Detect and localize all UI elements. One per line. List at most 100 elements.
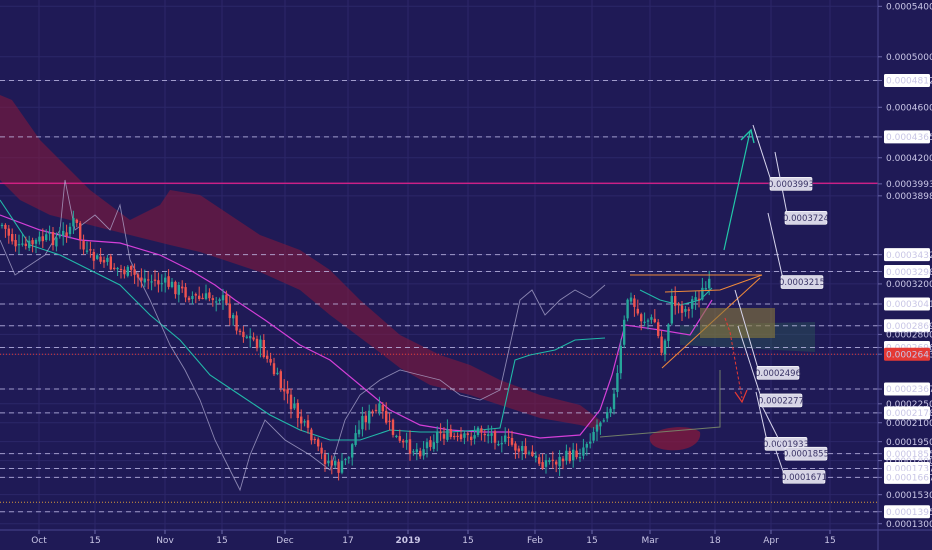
time-tick-label: 15 xyxy=(89,536,100,546)
candle-body-1 xyxy=(4,224,7,229)
price-tick-label: 0.0005400 xyxy=(886,3,932,13)
candle-body-38 xyxy=(130,266,133,270)
annotation-pointer-6 xyxy=(759,401,790,460)
annotation-box-1 xyxy=(784,211,828,225)
candle-body-120 xyxy=(408,439,412,454)
price-tick-label: 0.0003041 xyxy=(886,300,932,310)
candle-body-77 xyxy=(262,339,265,358)
candle-body-18 xyxy=(62,230,65,236)
price-tick-label: 0.0005000 xyxy=(886,53,932,63)
candle-body-208 xyxy=(708,278,711,289)
price-tick-label: 0.0004600 xyxy=(886,103,932,113)
candle-body-205 xyxy=(697,298,701,300)
candle-body-113 xyxy=(385,410,388,423)
annotation-box-3 xyxy=(756,365,800,380)
time-tick-label: 15 xyxy=(586,536,597,546)
candle-body-58 xyxy=(198,295,201,299)
annotation-pointer-4 xyxy=(737,325,765,407)
candle-body-32 xyxy=(109,256,112,270)
candle-body-151 xyxy=(514,443,517,451)
price-tick-label: 0.0001950 xyxy=(886,438,932,448)
price-tick-label: 0.0002800 xyxy=(886,331,932,341)
candle-body-169 xyxy=(575,450,578,458)
price-label-box-15 xyxy=(884,347,930,361)
candle-body-25 xyxy=(85,250,89,252)
candle-body-87 xyxy=(296,402,299,418)
price-axis[interactable]: 0.0005400 0.0005000 0.0004812 0.0004600 0.00… xyxy=(877,0,932,550)
candle-body-116 xyxy=(395,435,398,438)
candle-body-117 xyxy=(398,436,401,441)
candle-body-74 xyxy=(252,337,255,340)
candle-body-194 xyxy=(660,336,663,353)
candle-body-90 xyxy=(306,420,310,428)
price-label-box-18 xyxy=(884,406,930,420)
candle-body-46 xyxy=(157,280,160,285)
candle-body-141 xyxy=(480,428,483,433)
candle-body-105 xyxy=(357,429,361,435)
wedge-top-line xyxy=(630,274,763,293)
candle-body-192 xyxy=(653,318,656,323)
candle-body-71 xyxy=(242,331,245,338)
candle-body-26 xyxy=(89,249,92,251)
annotation-pointer-3 xyxy=(734,289,762,379)
candle-body-172 xyxy=(585,443,588,448)
candle-body-16 xyxy=(55,237,58,247)
candle-body-30 xyxy=(102,259,106,263)
candle-body-82 xyxy=(279,371,282,389)
bearish-arrow-head xyxy=(734,389,748,404)
candle-body-159 xyxy=(541,462,544,469)
annotation-label: 0.0002277 xyxy=(758,396,804,406)
candle-body-106 xyxy=(361,416,364,430)
candle-body-156 xyxy=(531,451,534,457)
candle-body-37 xyxy=(126,266,129,276)
price-tick-label: 0.0001300 xyxy=(886,520,932,530)
candle-body-127 xyxy=(432,442,435,449)
candle-body-118 xyxy=(402,440,405,443)
time-tick-label: 2019 xyxy=(395,536,420,546)
candle-body-9 xyxy=(31,240,34,245)
time-tick-label: 15 xyxy=(216,536,227,546)
candle-body-96 xyxy=(327,460,330,464)
price-tick-label: 0.0001800 xyxy=(886,457,932,467)
candle-body-123 xyxy=(419,450,422,457)
candle-body-54 xyxy=(184,287,187,298)
candle-body-40 xyxy=(136,274,140,278)
breakout-zone xyxy=(700,308,775,338)
price-tick-label: 0.0003898 xyxy=(886,192,932,202)
candle-body-198 xyxy=(674,295,677,306)
candle-body-103 xyxy=(351,444,354,458)
candle-body-5 xyxy=(17,244,21,246)
candle-body-66 xyxy=(225,294,228,304)
candle-body-112 xyxy=(381,405,384,412)
candle-body-36 xyxy=(123,269,126,275)
candle-body-61 xyxy=(208,292,211,299)
candle-body-201 xyxy=(684,308,687,312)
candle-body-177 xyxy=(602,420,605,422)
candle-body-187 xyxy=(636,308,639,314)
candle-body-33 xyxy=(113,267,116,269)
candle-body-23 xyxy=(79,222,82,240)
time-tick-label: 15 xyxy=(462,536,473,546)
cloud-future xyxy=(649,427,701,451)
candle-body-122 xyxy=(415,449,418,453)
candle-body-20 xyxy=(68,226,72,235)
candle-body-22 xyxy=(75,219,78,224)
price-tick-label: 0.0001667 xyxy=(886,474,932,484)
candle-body-98 xyxy=(334,460,337,466)
candle-body-8 xyxy=(28,240,31,248)
candle-body-188 xyxy=(640,314,643,322)
price-tick-label: 0.0002367 xyxy=(886,385,932,395)
candle-body-94 xyxy=(320,447,323,454)
candle-body-89 xyxy=(303,421,306,423)
price-tick-label: 0.0003200 xyxy=(886,280,932,290)
annotation-box-2 xyxy=(780,275,824,289)
candle-body-167 xyxy=(568,451,571,462)
candle-body-124 xyxy=(422,449,425,456)
time-tick-label: Mar xyxy=(642,536,659,546)
candle-body-189 xyxy=(643,321,646,323)
time-axis[interactable]: Oct 15 Nov 15 Dec 17 2019 15 Feb 15 Mar 18 Apr 15 xyxy=(0,529,932,546)
candle-body-183 xyxy=(623,319,626,345)
price-label-box-11 xyxy=(884,297,930,311)
candle-body-207 xyxy=(704,288,707,290)
candle-body-52 xyxy=(177,284,180,295)
